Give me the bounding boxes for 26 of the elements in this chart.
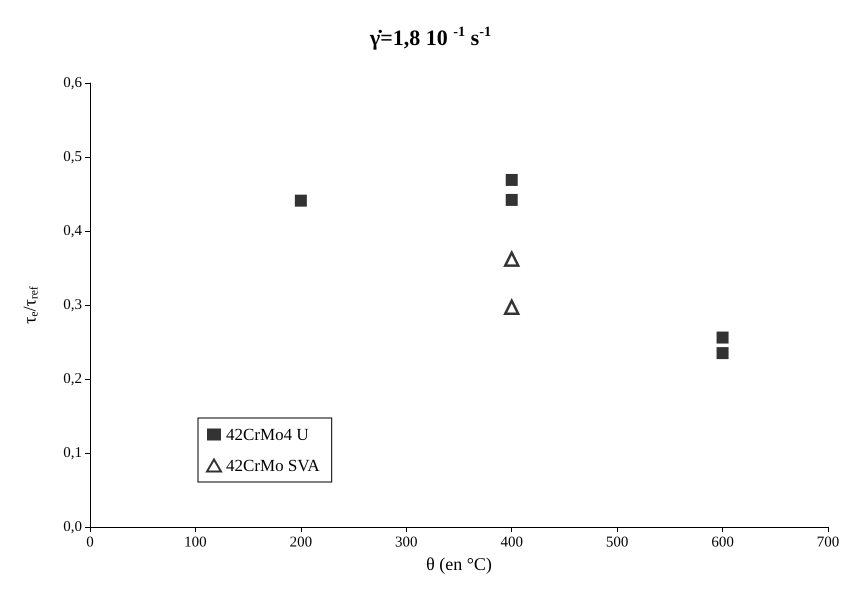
x-tick-label: 600 xyxy=(711,534,734,550)
point xyxy=(504,251,520,267)
x-axis-title: θ (en °C) xyxy=(426,554,492,574)
point xyxy=(504,299,520,315)
y-tick-label: 0,6 xyxy=(63,75,82,91)
y-tick-label: 0,3 xyxy=(63,297,82,313)
y-tick-label: 0,4 xyxy=(63,223,82,239)
legend-label: 42CrMo4 U xyxy=(226,425,309,444)
x-tick-label: 400 xyxy=(500,534,523,550)
y-tick-label: 0,2 xyxy=(63,371,82,387)
legend-label: 42CrMo SVA xyxy=(226,456,320,475)
x-tick-label: 500 xyxy=(606,534,628,550)
point xyxy=(716,332,729,344)
y-tick-label: 0,1 xyxy=(63,445,82,461)
point xyxy=(506,174,518,186)
y-tick-label: 0,5 xyxy=(63,149,82,165)
x-tick-label: 0 xyxy=(86,534,94,550)
point xyxy=(506,194,518,206)
y-tick-label: 0,0 xyxy=(63,519,82,535)
point xyxy=(294,194,307,207)
y-axis-title: τe/τref xyxy=(20,286,40,324)
x-tick-label: 300 xyxy=(395,534,418,550)
point xyxy=(716,347,729,360)
x-tick-label: 200 xyxy=(290,534,312,550)
x-tick-label: 700 xyxy=(816,534,840,550)
x-tick-label: 100 xyxy=(184,534,207,550)
